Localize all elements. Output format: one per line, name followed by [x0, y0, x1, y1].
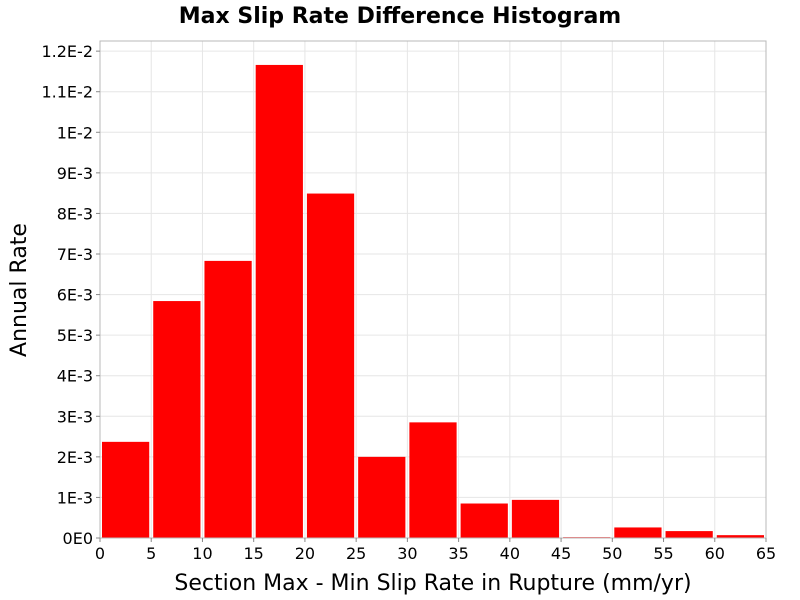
- y-tick-label-4: 4E-3: [57, 367, 93, 386]
- x-tick-label-10: 50: [602, 544, 622, 563]
- x-tick-label-12: 60: [705, 544, 725, 563]
- y-tick-label-10: 1E-2: [57, 123, 93, 142]
- x-tick-label-2: 10: [192, 544, 212, 563]
- y-tick-label-12: 1.2E-2: [41, 42, 93, 61]
- bar-0: [102, 441, 150, 538]
- y-tick-label-7: 7E-3: [57, 245, 93, 264]
- y-tick-label-8: 8E-3: [57, 204, 93, 223]
- bar-1: [153, 301, 201, 538]
- x-tick-label-3: 15: [244, 544, 264, 563]
- y-tick-label-2: 2E-3: [57, 448, 93, 467]
- x-tick-label-13: 65: [756, 544, 776, 563]
- y-axis-ticks: 0E0 1E-3 2E-3 3E-3 4E-3 5E-3 6E-3 7E-3 8E-3 9E-3 1…: [41, 42, 100, 548]
- y-tick-label-5: 5E-3: [57, 326, 93, 345]
- x-tick-label-5: 25: [346, 544, 366, 563]
- y-tick-label-3: 3E-3: [57, 407, 93, 426]
- x-tick-label-0: 0: [95, 544, 105, 563]
- x-axis-label: Section Max - Min Slip Rate in Rupture (…: [174, 571, 691, 596]
- bar-10: [614, 527, 662, 538]
- bar-11: [665, 531, 713, 538]
- y-tick-label-9: 9E-3: [57, 164, 93, 183]
- bar-7: [460, 503, 508, 538]
- bar-12: [716, 535, 764, 538]
- y-tick-label-11: 1.1E-2: [41, 83, 93, 102]
- bar-6: [409, 422, 457, 538]
- plot-area-border: [99, 40, 767, 539]
- y-axis-label: Annual Rate: [7, 223, 32, 357]
- y-tick-label-0: 0E0: [63, 529, 93, 548]
- bar-8: [511, 499, 560, 538]
- x-tick-label-11: 55: [653, 544, 673, 563]
- x-tick-label-6: 30: [397, 544, 417, 563]
- bar-2: [204, 260, 252, 538]
- x-tick-label-4: 20: [295, 544, 315, 563]
- bars: [102, 64, 764, 539]
- x-tick-label-8: 40: [500, 544, 520, 563]
- y-tick-label-1: 1E-3: [57, 488, 93, 507]
- y-tick-label-6: 6E-3: [57, 286, 93, 305]
- bar-4: [306, 193, 355, 538]
- chart-title: Max Slip Rate Difference Histogram: [179, 4, 621, 29]
- x-axis-ticks: 0 5 10 15 20 25 30 35 40 45 50 55 60 65: [95, 538, 776, 563]
- x-tick-label-7: 35: [448, 544, 468, 563]
- x-tick-label-1: 5: [146, 544, 156, 563]
- bar-3: [255, 64, 303, 539]
- x-tick-label-9: 45: [551, 544, 571, 563]
- bar-5: [358, 456, 406, 538]
